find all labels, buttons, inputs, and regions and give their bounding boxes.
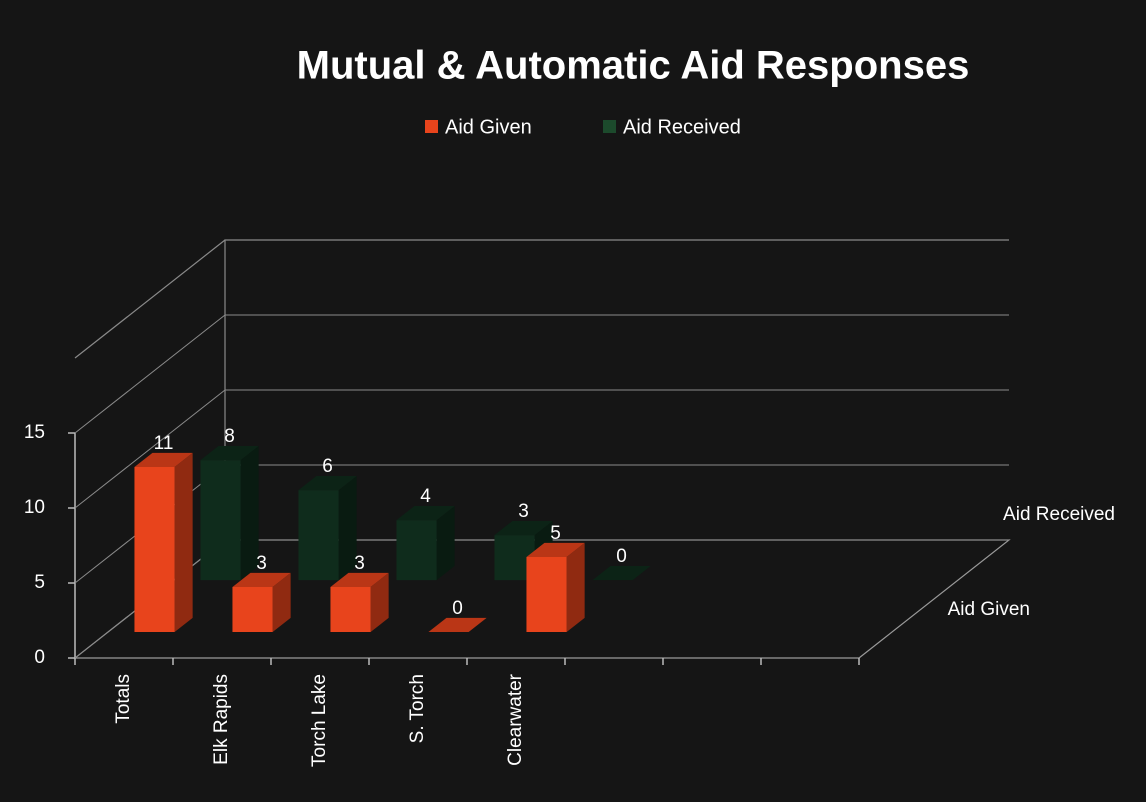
bar [428,617,487,633]
bar-top [428,617,487,633]
side-wall-top [74,239,226,359]
value-label: 5 [550,523,561,544]
x-tick-label: Clearwater [505,673,526,766]
y-tick-label: 10 [24,497,45,518]
bar [232,572,291,633]
bar-front [200,460,241,581]
value-label: 4 [420,486,431,507]
x-tick-label: Torch Lake [309,674,330,767]
value-label: 3 [518,501,529,522]
bar-front [330,587,371,633]
bar-top [134,452,193,468]
value-label: 0 [616,546,627,567]
value-label: 11 [154,433,174,454]
bar-front [396,520,437,581]
x-tick-label: S. Torch [407,674,428,743]
bar-side [272,572,291,633]
bar [526,542,585,633]
bar-top [526,542,585,558]
depth-label: Aid Given [948,599,1030,620]
legend-label: Aid Given [445,116,532,138]
bar-top [494,520,553,536]
bar-side [338,475,357,581]
grid-line [74,389,1009,509]
bar [396,505,455,581]
bar [134,452,193,633]
bar-side [370,572,389,633]
legend-swatch [603,120,616,133]
x-tick-label: Totals [113,674,134,724]
bar-front [134,467,175,633]
bar-top [298,475,357,491]
bar-front [526,557,567,633]
bar-side [240,445,259,581]
depth-label: Aid Received [1003,504,1115,525]
grid-line [74,314,1009,434]
bar-top [200,445,259,461]
bar-side [436,505,455,581]
value-label: 3 [354,553,365,574]
bar-front [232,587,273,633]
legend: Aid Given Aid Received [425,116,741,138]
bar [298,475,357,581]
bar-front [298,490,339,581]
value-label: 8 [224,426,235,447]
chart-title: Mutual & Automatic Aid Responses [297,44,970,88]
value-label: 3 [256,553,267,574]
legend-swatch [425,120,438,133]
value-label: 6 [322,456,333,477]
bar-side [566,542,585,633]
y-tick-label: 15 [24,422,45,443]
y-tick-label: 0 [34,647,45,668]
x-tick-label: Elk Rapids [211,674,232,765]
value-label: 0 [452,598,463,619]
bar [592,565,651,581]
bar-top [330,572,389,588]
bar-side [174,452,193,633]
bar-front [494,535,535,581]
bar-top [396,505,455,521]
y-tick-label: 5 [34,572,45,593]
bar [330,572,389,633]
bar-top [592,565,651,581]
bar [200,445,259,581]
legend-label: Aid Received [623,116,741,138]
bar-top [232,572,291,588]
